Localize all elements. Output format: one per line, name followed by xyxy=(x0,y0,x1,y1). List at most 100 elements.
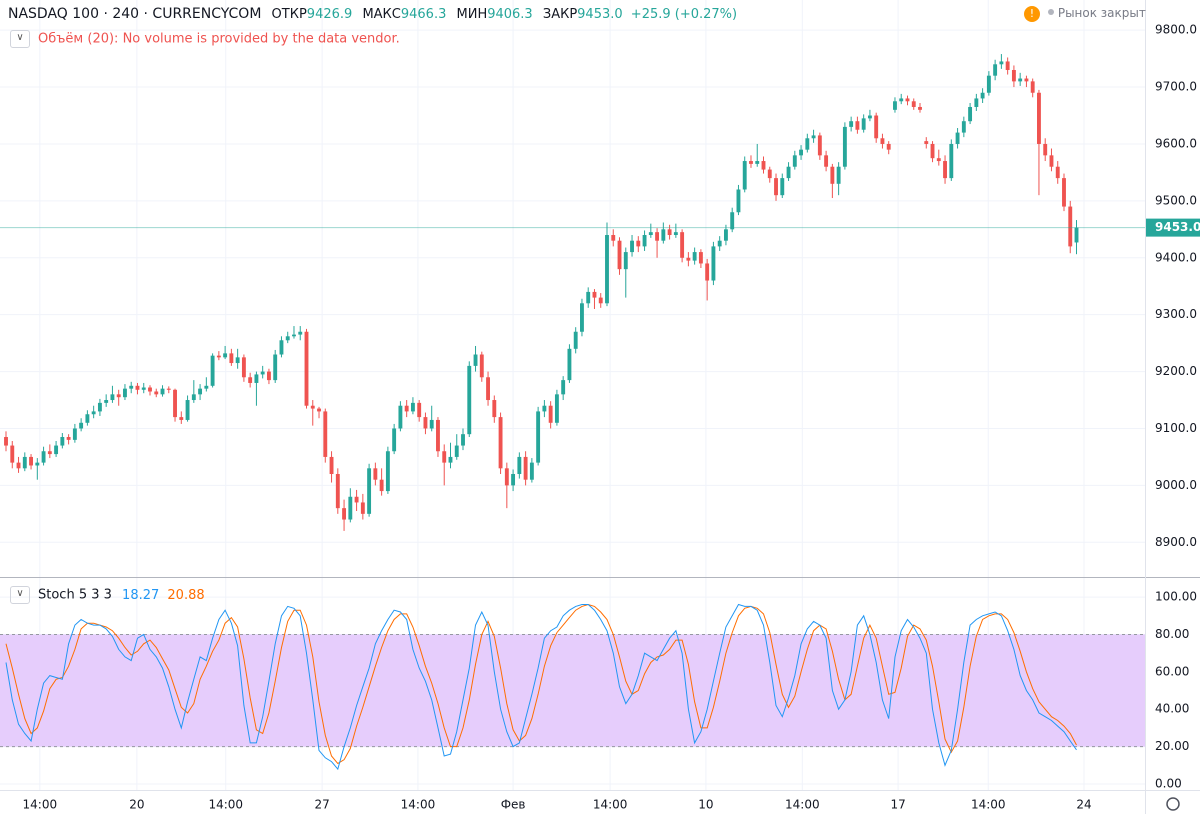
status-dot xyxy=(1047,9,1054,15)
open-value: 9426.9 xyxy=(306,7,353,22)
candle-body xyxy=(730,212,735,230)
candle-body xyxy=(1024,78,1029,82)
candle-body xyxy=(10,445,15,463)
candle-body xyxy=(1011,69,1016,82)
candle-body xyxy=(35,462,40,466)
candle-body xyxy=(586,291,591,304)
candle-body xyxy=(498,417,503,469)
candle-body xyxy=(335,474,340,509)
candle-body xyxy=(492,400,497,418)
candle-body xyxy=(123,388,127,398)
y-tick-label: 9500.0 xyxy=(1155,193,1197,207)
x-tick-label: 14:00 xyxy=(971,798,1006,812)
candle-body xyxy=(686,257,691,261)
candle-body xyxy=(60,437,65,446)
candle-body xyxy=(811,135,816,139)
candle-body xyxy=(673,232,678,236)
collapse-button[interactable]: ∨ xyxy=(10,586,30,604)
candle-body xyxy=(129,385,134,389)
candle-body xyxy=(830,166,835,184)
candle-body xyxy=(116,394,121,398)
y-tick-label: 9400.0 xyxy=(1155,250,1197,264)
candle-body xyxy=(630,240,634,253)
candle-body xyxy=(310,405,315,409)
candle-body xyxy=(855,121,860,130)
candle-body xyxy=(436,419,440,452)
candle-body xyxy=(198,388,203,395)
candle-body xyxy=(717,240,722,247)
candle-body xyxy=(379,479,384,492)
candle-body xyxy=(849,121,854,127)
close-label: ЗАКР xyxy=(542,7,578,22)
candle-body xyxy=(417,402,422,418)
candle-body xyxy=(398,405,403,429)
candle-body xyxy=(517,456,522,475)
candle-body xyxy=(817,135,822,156)
candle-body xyxy=(667,229,672,236)
candle-body xyxy=(166,388,171,390)
candle-body xyxy=(930,143,935,159)
close-value: 9453.0 xyxy=(577,7,623,22)
candle-body xyxy=(842,126,847,167)
stoch-k-value: 18.27 xyxy=(122,587,160,603)
candle-body xyxy=(367,468,372,514)
candle-body xyxy=(786,166,791,179)
candle-body xyxy=(266,371,271,381)
candle-body xyxy=(304,331,309,406)
candle-body xyxy=(723,229,728,241)
candle-body xyxy=(986,75,991,93)
y-tick-label: 40.00 xyxy=(1155,702,1189,716)
candle-body xyxy=(72,428,77,440)
candle-body xyxy=(554,394,559,423)
candle-body xyxy=(461,434,465,446)
candle-body xyxy=(85,414,90,423)
x-tick-label: 10 xyxy=(698,798,713,812)
candle-body xyxy=(260,371,265,375)
candle-body xyxy=(648,232,653,236)
symbol: NASDAQ 100 · 240 · CURRENCYCOM xyxy=(8,6,262,22)
candle-body xyxy=(385,451,390,492)
candle-body xyxy=(16,462,21,469)
collapse-button[interactable]: ∨ xyxy=(10,30,30,48)
candle-body xyxy=(454,445,459,457)
candle-body xyxy=(636,240,641,247)
candle-body xyxy=(749,161,753,164)
candle-body xyxy=(467,365,472,435)
last-price-label: 9453.0 xyxy=(1155,220,1200,234)
candle-body xyxy=(592,291,597,298)
candle-body xyxy=(47,451,52,455)
candle-body xyxy=(504,468,509,486)
change: +25.9 (+0.27%) xyxy=(630,7,738,22)
candle-body xyxy=(91,411,96,415)
candle-body xyxy=(623,252,628,270)
candle-body xyxy=(41,451,46,463)
y-tick-label: 0.00 xyxy=(1155,777,1182,791)
candle-body xyxy=(410,402,415,412)
candle-body xyxy=(861,118,866,130)
candle-body xyxy=(54,445,59,455)
candle-body xyxy=(404,405,409,412)
candle-body xyxy=(780,178,785,196)
y-tick-label: 20.00 xyxy=(1155,739,1189,753)
candle-body xyxy=(874,115,879,139)
candle-body xyxy=(529,462,534,480)
candle-body xyxy=(22,456,27,469)
x-tick-label: 14:00 xyxy=(593,798,628,812)
candle-body xyxy=(1055,166,1060,179)
candle-body xyxy=(993,64,998,76)
candle-body xyxy=(580,303,584,332)
candle-body xyxy=(824,155,829,167)
y-tick-label: 80.00 xyxy=(1155,627,1189,641)
candle-body xyxy=(254,374,259,383)
candle-body xyxy=(511,474,516,486)
candle-body xyxy=(980,92,985,99)
candle-body xyxy=(755,161,760,164)
candle-body xyxy=(742,161,747,190)
x-tick-label: 14:00 xyxy=(401,798,436,812)
y-tick-label: 9300.0 xyxy=(1155,307,1197,321)
candle-body xyxy=(680,232,685,258)
high-value: 9466.3 xyxy=(400,7,447,22)
candle-body xyxy=(1030,81,1035,93)
